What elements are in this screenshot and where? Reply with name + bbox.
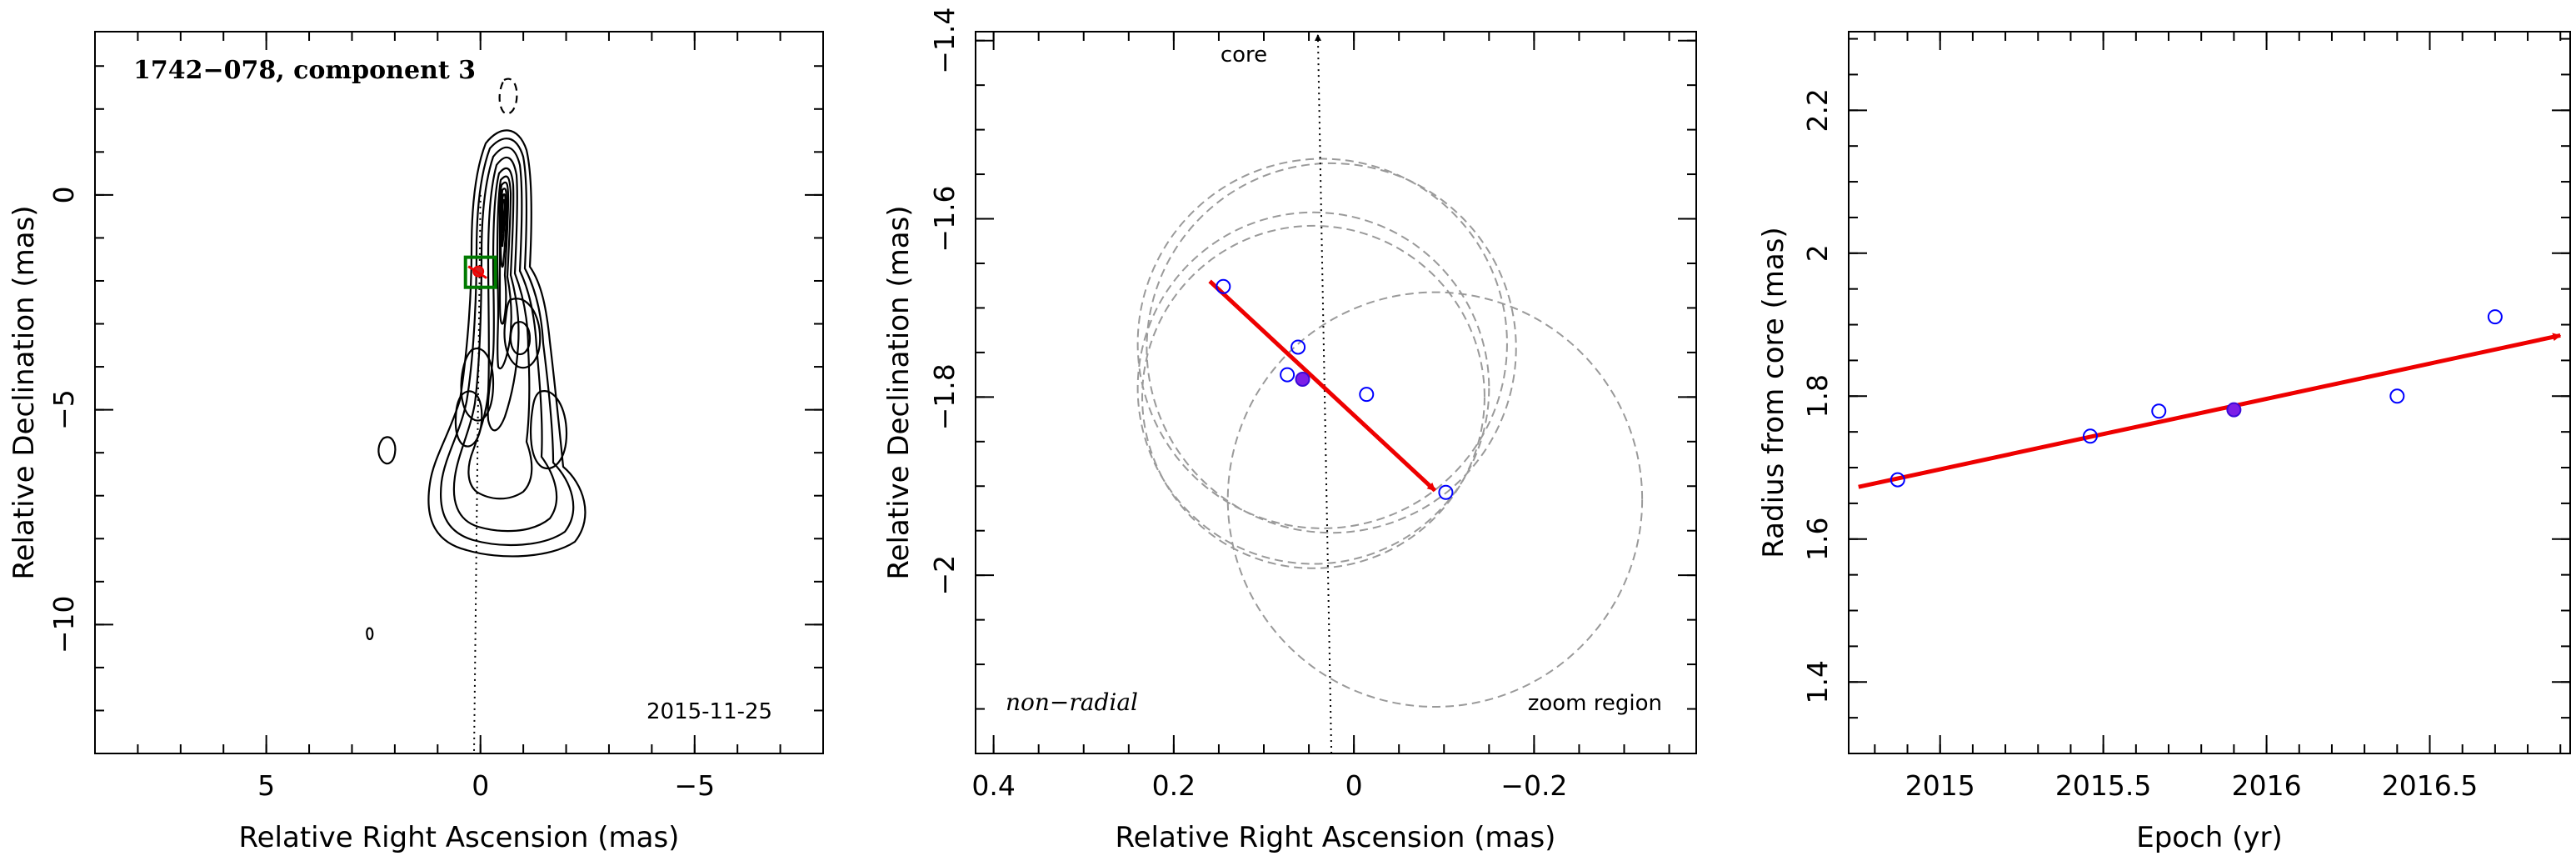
contour-level	[427, 129, 587, 558]
x-tick-label: −0.2	[1500, 769, 1567, 802]
x-axis-label: Epoch (yr)	[2136, 821, 2283, 854]
y-tick-label: −2	[928, 555, 961, 596]
component-circle	[1226, 291, 1644, 708]
epoch-date-label: 2015-11-25	[646, 699, 772, 724]
contour-level	[509, 321, 532, 356]
data-point	[1890, 472, 1905, 488]
data-point	[1216, 278, 1231, 294]
y-tick-label: −5	[47, 389, 80, 430]
contour-level	[454, 390, 483, 448]
axis-ticks: 0.4 0.2 0 −0.2 −1.4 −1.6 −1.8 −2	[928, 8, 1696, 802]
contour-level	[452, 146, 558, 533]
y-tick-label: −1.4	[928, 8, 961, 74]
fit-arrow	[1858, 333, 2562, 489]
component-circle	[1136, 158, 1508, 529]
x-tick-label: 5	[257, 769, 275, 802]
panel-zoom-region: 0.4 0.2 0 −0.2 −1.4 −1.6 −1.8 −2 core non−radia…	[882, 8, 1697, 854]
component-size-circles	[1136, 158, 1644, 708]
motion-type-annotation: non−radial	[1006, 688, 1138, 716]
x-tick-label: −5	[674, 769, 715, 802]
x-tick-label: 0.4	[971, 769, 1015, 802]
plot-frame	[975, 31, 1697, 754]
panel-title: 1742−078, component 3	[133, 56, 476, 85]
contour-level	[487, 167, 520, 432]
y-axis-label: Radius from core (mas)	[1757, 227, 1790, 558]
component-circle	[1146, 162, 1517, 534]
y-tick-label: 1.4	[1801, 660, 1834, 703]
x-axis-label: Relative Right Ascension (mas)	[239, 821, 680, 854]
y-axis-label: Relative Declination (mas)	[882, 205, 916, 579]
negative-contour	[498, 78, 518, 115]
component-circle	[1136, 211, 1490, 565]
y-tick-label: 1.8	[1801, 374, 1834, 418]
contour-level	[501, 198, 506, 234]
x-tick-label: 2015.5	[2055, 769, 2151, 802]
radius-points	[1890, 309, 2503, 488]
data-point	[2151, 403, 2167, 419]
highlighted-point	[2226, 402, 2242, 418]
y-axis-label: Relative Declination (mas)	[7, 205, 41, 579]
x-axis-label: Relative Right Ascension (mas)	[1116, 821, 1556, 854]
core-direction-line	[472, 194, 482, 754]
component-circle	[1141, 224, 1485, 569]
y-tick-label: −10	[47, 596, 80, 654]
x-tick-label: 0	[472, 769, 489, 802]
y-tick-label: 2.2	[1801, 88, 1834, 132]
data-point	[2082, 428, 2098, 444]
core-annotation: core	[1221, 43, 1267, 68]
data-point	[1280, 367, 1295, 383]
motion-vector-arrow	[1208, 279, 1437, 493]
component-vector	[467, 265, 487, 279]
contour-level	[496, 175, 512, 370]
contour-level	[503, 298, 542, 369]
plot-frame	[94, 31, 824, 754]
contour-level	[529, 390, 568, 469]
y-tick-label: 1.6	[1801, 518, 1834, 561]
axis-ticks: 5 0 −5 0 −5 −10	[47, 32, 824, 802]
x-tick-label: 2016	[2232, 769, 2302, 802]
contour-level	[460, 348, 495, 422]
contour-level	[377, 436, 397, 465]
x-tick-label: 0.2	[1152, 769, 1196, 802]
position-points	[1216, 278, 1454, 500]
data-point	[1359, 387, 1375, 403]
x-tick-label: 0	[1345, 769, 1363, 802]
contour-level	[498, 181, 510, 325]
data-point	[1438, 484, 1454, 500]
data-point	[1290, 339, 1306, 355]
contour-level	[366, 627, 374, 640]
y-tick-label: 2	[1801, 244, 1834, 262]
panel-contour-map: 5 0 −50−5−10 1742−078, com	[7, 31, 824, 854]
panel-radius-vs-epoch: 2015 2015.5 2016 2016.5 1.4 1.6 1.8 2 2.2 Epoch …	[1757, 31, 2571, 854]
zoom-region-annotation: zoom region	[1528, 691, 1662, 716]
zoom-box	[463, 255, 497, 289]
y-tick-label: −1.8	[928, 363, 961, 430]
contour-set	[366, 78, 587, 640]
contour-level	[440, 138, 575, 547]
highlighted-point	[1295, 371, 1310, 387]
y-tick-label: 0	[47, 186, 80, 203]
axis-ticks: 2015 2015.5 2016 2016.5 1.4 1.6 1.8 2 2.2	[1801, 32, 2570, 802]
data-point	[2487, 309, 2503, 325]
x-tick-label: 2016.5	[2382, 769, 2478, 802]
component-marker	[467, 265, 487, 279]
x-tick-label: 2015	[1905, 769, 1975, 802]
plot-frame	[1848, 31, 2571, 754]
contour-level	[467, 156, 533, 500]
data-point	[2389, 388, 2405, 404]
y-tick-label: −1.6	[928, 185, 961, 252]
